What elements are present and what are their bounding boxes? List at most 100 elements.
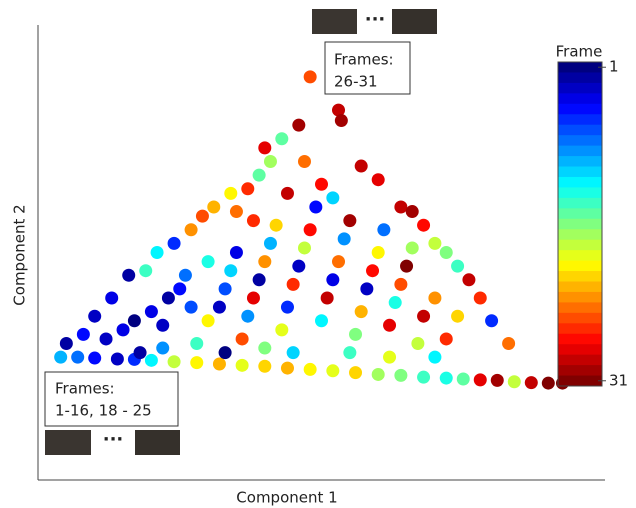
point	[190, 337, 203, 350]
point	[258, 342, 271, 355]
chart: Component 1 Component 2 ··· Frames: 26-3…	[0, 0, 636, 508]
point	[451, 310, 464, 323]
point	[258, 255, 271, 268]
thumbnail	[312, 9, 357, 34]
colorbar-segment	[558, 323, 602, 334]
colorbar-segment	[558, 219, 602, 230]
point	[400, 260, 413, 273]
colorbar-segment	[558, 240, 602, 251]
point	[134, 346, 147, 359]
point	[207, 201, 220, 214]
annotation-text: Frames:	[334, 51, 394, 69]
point	[168, 237, 181, 250]
point	[236, 332, 249, 345]
point	[100, 332, 113, 345]
point	[117, 323, 130, 336]
colorbar-segment	[558, 72, 602, 83]
colorbar-segment	[558, 146, 602, 157]
point	[457, 372, 470, 385]
point	[372, 368, 385, 381]
point	[111, 352, 124, 365]
point	[355, 160, 368, 173]
colorbar-segment	[558, 281, 602, 292]
point	[389, 296, 402, 309]
colorbar-segment	[558, 344, 602, 355]
point	[394, 201, 407, 214]
point	[298, 155, 311, 168]
point	[219, 346, 232, 359]
point	[304, 223, 317, 236]
point	[360, 282, 373, 295]
colorbar-segment	[558, 376, 602, 387]
point	[202, 255, 215, 268]
point	[417, 310, 430, 323]
point	[241, 310, 254, 323]
colorbar-segment	[558, 104, 602, 115]
point	[287, 346, 300, 359]
point	[491, 374, 504, 387]
point	[88, 352, 101, 365]
point	[525, 376, 538, 389]
colorbar-segment	[558, 93, 602, 104]
point	[258, 141, 271, 154]
point	[230, 205, 243, 218]
point	[213, 301, 226, 314]
colorbar-tick-label: 1	[609, 58, 619, 76]
point	[88, 310, 101, 323]
annotation: Frames: 1-16, 18 - 25 ···	[45, 372, 180, 455]
point	[145, 305, 158, 318]
point	[77, 328, 90, 341]
colorbar-segment	[558, 271, 602, 282]
point	[224, 187, 237, 200]
point	[332, 255, 345, 268]
ellipsis: ···	[103, 429, 124, 450]
point	[247, 292, 260, 305]
point	[304, 70, 317, 83]
colorbar-segment	[558, 167, 602, 178]
colorbar-segment	[558, 365, 602, 376]
point	[383, 319, 396, 332]
point	[156, 319, 169, 332]
point	[230, 246, 243, 259]
colorbar-segment	[558, 114, 602, 125]
colorbar-segment	[558, 187, 602, 198]
point	[502, 337, 515, 350]
point	[304, 363, 317, 376]
point	[253, 273, 266, 286]
point	[281, 362, 294, 375]
point	[185, 223, 198, 236]
x-axis-label: Component 1	[236, 489, 337, 507]
point	[406, 205, 419, 218]
point	[173, 282, 186, 295]
point	[366, 264, 379, 277]
thumbnail	[135, 430, 180, 455]
point	[241, 182, 254, 195]
thumbnail	[45, 430, 91, 455]
point	[406, 241, 419, 254]
point	[105, 292, 118, 305]
point	[122, 269, 135, 282]
ellipsis: ···	[365, 9, 386, 30]
colorbar-segment	[558, 177, 602, 188]
point	[156, 342, 169, 355]
point	[219, 282, 232, 295]
point	[349, 328, 362, 341]
point	[315, 314, 328, 327]
colorbar-segment	[558, 302, 602, 313]
point	[485, 314, 498, 327]
point	[411, 337, 424, 350]
point	[247, 214, 260, 227]
point	[128, 314, 141, 327]
point	[474, 292, 487, 305]
point	[440, 246, 453, 259]
point	[428, 351, 441, 364]
point	[275, 323, 288, 336]
colorbar-segment	[558, 62, 602, 73]
point	[462, 273, 475, 286]
point	[326, 273, 339, 286]
point	[253, 169, 266, 182]
colorbar-segment	[558, 135, 602, 146]
point	[377, 223, 390, 236]
point	[394, 278, 407, 291]
point	[343, 214, 356, 227]
